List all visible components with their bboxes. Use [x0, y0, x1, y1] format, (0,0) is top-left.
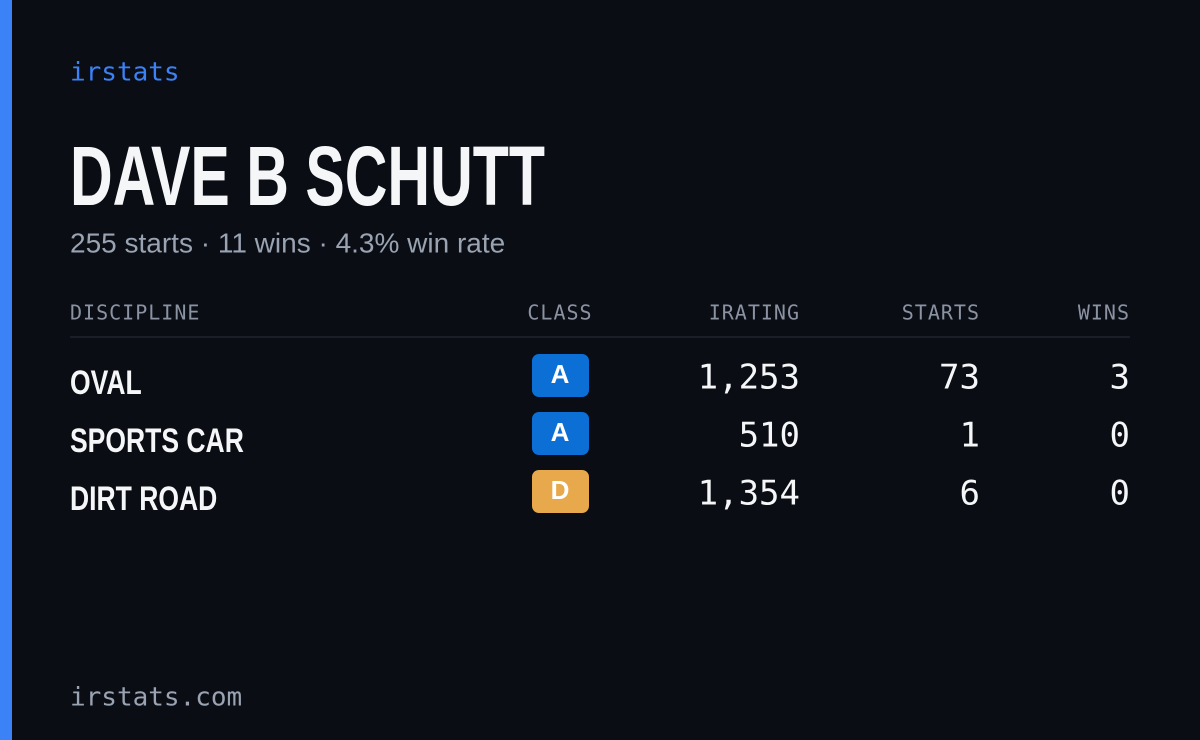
column-header: CLASS — [527, 301, 592, 325]
class-letter: A — [551, 417, 570, 447]
class-badge — [532, 412, 589, 455]
brand: irstats — [70, 58, 180, 88]
irating-value: 1,253 — [698, 358, 800, 398]
starts-value: 1 — [960, 416, 980, 456]
player-name: DAVE B SCHUTT — [70, 129, 545, 223]
column-header: IRATING — [709, 301, 800, 325]
discipline: SPORTS CAR — [70, 422, 244, 460]
starts-value: 6 — [960, 474, 980, 514]
column-header: WINS — [1078, 301, 1130, 325]
starts-value: 73 — [939, 358, 980, 398]
summary: 255 starts · 11 wins · 4.3% win rate — [70, 227, 505, 258]
class-badge — [532, 470, 589, 513]
stats-table: DISCIPLINE CLASS IRATING STARTS WINS OVAL A 1,2… — [70, 301, 1130, 518]
discipline: OVAL — [70, 364, 142, 402]
class-letter: D — [551, 475, 570, 505]
footer-url: irstats.com — [70, 683, 242, 713]
wins-value: 0 — [1110, 474, 1130, 514]
class-letter: A — [551, 359, 570, 389]
irating-value: 1,354 — [698, 474, 800, 514]
accent-bar — [0, 0, 12, 740]
wins-value: 3 — [1110, 358, 1130, 398]
column-header: DISCIPLINE — [70, 301, 200, 325]
column-header: STARTS — [902, 301, 980, 325]
class-badge — [532, 354, 589, 397]
irating-value: 510 — [739, 416, 800, 456]
wins-value: 0 — [1110, 416, 1130, 456]
discipline: DIRT ROAD — [70, 480, 217, 518]
